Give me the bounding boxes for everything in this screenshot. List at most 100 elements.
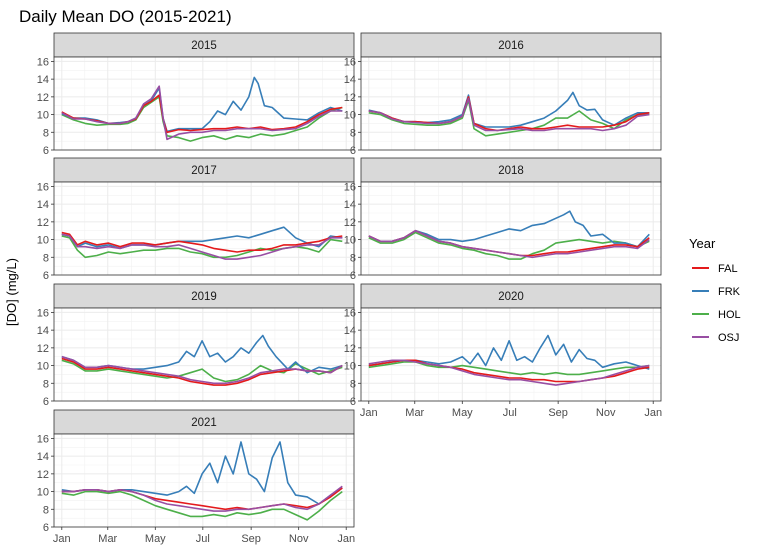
y-tick-label: 16 — [344, 56, 356, 68]
panel-2015: 2015 6 8 10 12 14 16 — [37, 32, 355, 157]
y-tick-label: 6 — [43, 145, 49, 157]
facet-strip-label: 2018 — [498, 165, 524, 177]
facet-strip-label: 2021 — [191, 417, 217, 429]
series-line-hol-2018 — [368, 231, 650, 260]
y-tick-label: 8 — [43, 504, 49, 516]
series-line-frk-2020 — [368, 334, 650, 370]
x-tick-label: Mar — [98, 533, 117, 545]
panel-2019: 2019 6 8 10 12 14 16 — [37, 283, 355, 408]
series-line-hol-2019 — [61, 359, 343, 383]
y-tick-label: 8 — [350, 252, 356, 264]
panel-2017: 2017 6 8 10 12 14 16 — [37, 157, 355, 282]
y-tick-label: 10 — [344, 361, 356, 373]
facet-strip-label: 2017 — [191, 165, 217, 177]
y-tick-label: 16 — [37, 433, 49, 445]
facet-strip-label: 2015 — [191, 40, 217, 52]
panel-border — [360, 307, 662, 402]
facet-strip-label: 2020 — [498, 291, 524, 303]
x-tick-label: Jan — [644, 407, 662, 419]
y-tick-label: 14 — [37, 451, 49, 463]
y-tick-label: 12 — [344, 92, 356, 104]
facet-strip — [53, 409, 355, 435]
x-tick-label: Mar — [405, 407, 424, 419]
y-tick-label: 10 — [37, 110, 49, 122]
y-tick-label: 10 — [37, 361, 49, 373]
x-tick-label: Nov — [289, 533, 309, 545]
panel-2020: 2020 6 8 10 12 14 16 Jan Mar May Jul Sep Nov Jan — [344, 283, 662, 419]
y-tick-label: 8 — [350, 127, 356, 139]
panel-border — [360, 181, 662, 276]
y-tick-label: 6 — [350, 396, 356, 408]
chart-title: Daily Mean DO (2015-2021) — [19, 7, 232, 26]
y-tick-label: 12 — [37, 92, 49, 104]
facet-strip — [53, 283, 355, 309]
series-line-frk-2017 — [61, 226, 343, 250]
panel-2016: 2016 6 8 10 12 14 16 — [344, 32, 662, 157]
legend-label-frk: FRK — [718, 286, 741, 298]
y-tick-label: 12 — [344, 217, 356, 229]
facet-strip — [360, 32, 662, 58]
y-tick-label: 6 — [350, 145, 356, 157]
panel-border — [53, 433, 355, 528]
x-tick-label: Jan — [360, 407, 378, 419]
x-tick-label: Jan — [337, 533, 355, 545]
panel-2021: 2021 6 8 10 12 14 16 Jan Mar May Jul Sep Nov Jan — [37, 409, 355, 545]
y-axis-title: [DO] (mg/L) — [4, 258, 19, 326]
y-tick-label: 14 — [344, 199, 356, 211]
y-tick-label: 14 — [344, 325, 356, 337]
plot-background — [54, 182, 354, 275]
y-tick-label: 14 — [37, 74, 49, 86]
y-tick-label: 8 — [350, 378, 356, 390]
facet-strip-label: 2016 — [498, 40, 524, 52]
series-line-hol-2021 — [61, 490, 343, 521]
y-tick-label: 10 — [37, 235, 49, 247]
legend-label-osj: OSJ — [718, 332, 739, 344]
y-tick-label: 16 — [344, 181, 356, 193]
y-tick-label: 10 — [344, 110, 356, 122]
x-tick-label: Jul — [196, 533, 210, 545]
y-tick-label: 12 — [37, 217, 49, 229]
panel-2018: 2018 6 8 10 12 14 16 — [344, 157, 662, 282]
y-tick-label: 10 — [344, 235, 356, 247]
y-tick-label: 14 — [37, 199, 49, 211]
facet-strip — [360, 283, 662, 309]
series-line-osj-2020 — [368, 359, 650, 386]
x-tick-label: Sep — [548, 407, 568, 419]
y-tick-label: 6 — [350, 270, 356, 282]
y-tick-label: 10 — [37, 487, 49, 499]
series-line-osj-2018 — [368, 229, 650, 259]
panel-border — [53, 56, 355, 151]
y-tick-label: 12 — [37, 343, 49, 355]
legend-title: Year — [689, 236, 716, 251]
y-tick-label: 8 — [43, 378, 49, 390]
series-line-hol-2016 — [368, 99, 650, 137]
series-line-hol-2015 — [61, 96, 343, 142]
series-line-osj-2019 — [61, 355, 343, 385]
panel-border — [53, 307, 355, 402]
plot-background — [54, 57, 354, 150]
y-tick-label: 16 — [37, 56, 49, 68]
plot-background — [54, 308, 354, 401]
series-line-fal-2017 — [61, 231, 343, 253]
panel-border — [360, 56, 662, 151]
x-tick-label: Jan — [53, 533, 71, 545]
legend-label-hol: HOL — [718, 309, 741, 321]
plot-background — [361, 308, 661, 401]
series-line-osj-2017 — [61, 233, 343, 260]
plot-background — [54, 434, 354, 527]
series-line-osj-2021 — [61, 485, 343, 512]
panel-border — [53, 181, 355, 276]
y-tick-label: 16 — [37, 307, 49, 319]
series-line-osj-2016 — [368, 97, 650, 132]
facet-strip-label: 2019 — [191, 291, 217, 303]
y-tick-label: 6 — [43, 396, 49, 408]
series-line-osj-2015 — [61, 85, 343, 141]
y-tick-label: 16 — [37, 181, 49, 193]
x-tick-label: Jul — [503, 407, 517, 419]
y-tick-label: 12 — [37, 469, 49, 481]
y-tick-label: 12 — [344, 343, 356, 355]
x-tick-label: Sep — [241, 533, 261, 545]
y-tick-label: 8 — [43, 252, 49, 264]
